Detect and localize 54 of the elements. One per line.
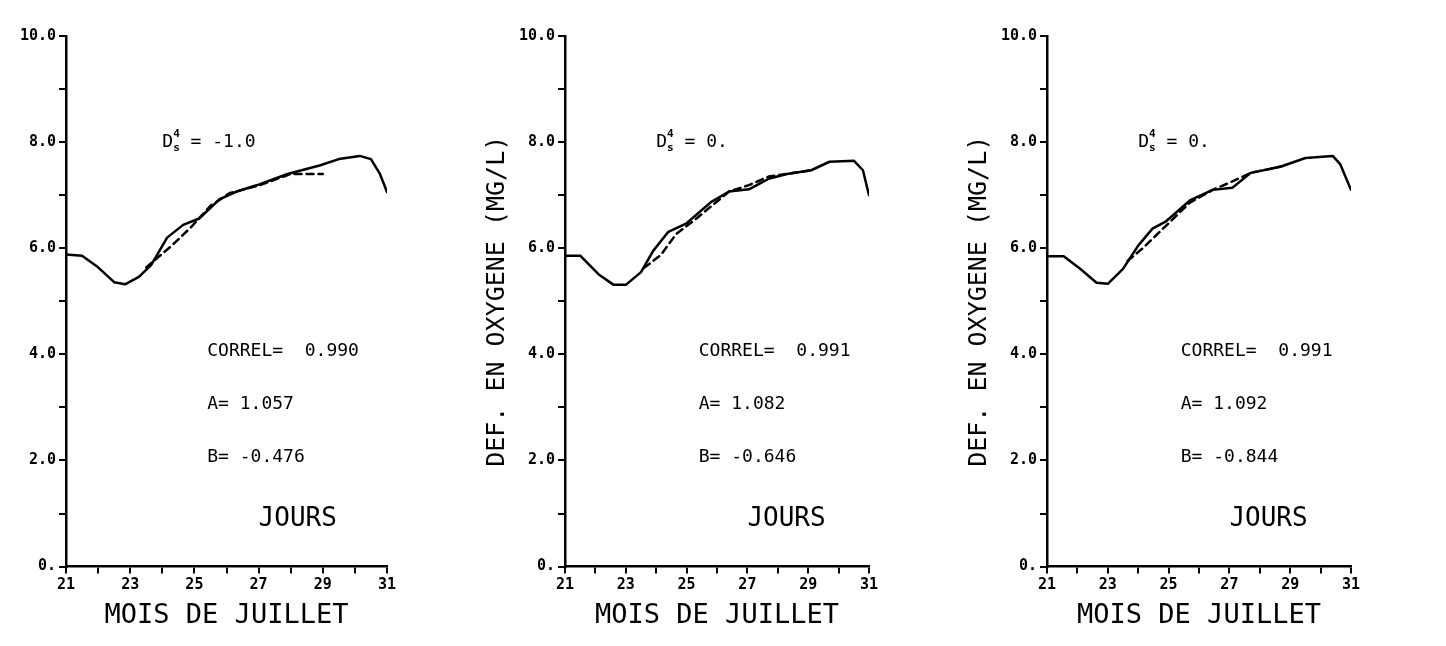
x-tick-label: 25 — [185, 575, 204, 594]
y-tick-label: 4.0 — [1009, 344, 1037, 363]
y-tick-label: 2.0 — [1009, 450, 1037, 469]
y-tick-label: 8.0 — [28, 132, 56, 151]
y-tick-label: 6.0 — [527, 238, 555, 257]
x-tick-label: 27 — [249, 575, 268, 594]
x-axis-title: MOIS DE JUILLET — [595, 597, 839, 629]
x-tick-label: 31 — [1341, 575, 1361, 594]
x-tick-label: 25 — [1159, 575, 1178, 594]
x-tick-label: 21 — [555, 575, 575, 594]
y-tick-label: 10.0 — [518, 25, 555, 44]
x-tick-label: 27 — [738, 575, 757, 594]
y-tick-label: 10.0 — [19, 25, 56, 44]
x-tick-label: 25 — [677, 575, 696, 594]
x-tick-label: 23 — [1098, 575, 1117, 594]
y-axis-title: DEF. EN OXYGENE (MG/L) — [962, 135, 992, 467]
annotation: A= 1.057 — [207, 392, 294, 414]
x-tick-label: 29 — [799, 575, 818, 594]
x-tick-label: 31 — [859, 575, 879, 594]
annotation: A= 1.082 — [698, 392, 786, 414]
x-tick-label: 29 — [1281, 575, 1300, 594]
y-axis-title: DEF. EN OXYGENE (MG/L) — [480, 135, 510, 467]
y-tick-label: 6.0 — [28, 238, 56, 257]
annotation: B= -0.476 — [207, 445, 305, 467]
x-tick-label: 29 — [313, 575, 332, 594]
annotation: CORREL= 0.991 — [1180, 339, 1333, 361]
x-tick-label: 21 — [56, 575, 76, 594]
annotation: JOURS — [747, 501, 826, 532]
x-axis-title: MOIS DE JUILLET — [1077, 597, 1321, 629]
annotation: A= 1.092 — [1180, 392, 1268, 414]
y-tick-label: 4.0 — [527, 344, 555, 363]
y-tick-label: 6.0 — [1009, 238, 1037, 257]
annotation: JOURS — [1229, 501, 1308, 532]
x-tick-label: 21 — [1037, 575, 1057, 594]
y-tick-label: 2.0 — [527, 450, 555, 469]
y-tick-label: 4.0 — [28, 344, 56, 363]
y-tick-label: 8.0 — [527, 132, 555, 151]
annotation: B= -0.844 — [1180, 445, 1279, 467]
y-tick-label: 10.0 — [1000, 25, 1037, 44]
annotation: CORREL= 0.990 — [207, 339, 359, 361]
annotation: CORREL= 0.991 — [698, 339, 851, 361]
y-tick-label: 2.0 — [28, 450, 56, 469]
y-tick-label: 0. — [1018, 556, 1037, 575]
annotation: B= -0.646 — [698, 445, 797, 467]
y-tick-label: 8.0 — [1009, 132, 1037, 151]
line-series — [145, 172, 325, 269]
y-tick-label: 0. — [37, 556, 56, 575]
x-tick-label: 31 — [377, 575, 397, 594]
x-tick-label: 27 — [1220, 575, 1239, 594]
x-tick-label: 23 — [121, 575, 140, 594]
y-tick-label: 0. — [536, 556, 555, 575]
x-tick-label: 23 — [616, 575, 635, 594]
annotation: JOURS — [258, 501, 337, 532]
x-axis-title: MOIS DE JUILLET — [104, 597, 349, 629]
